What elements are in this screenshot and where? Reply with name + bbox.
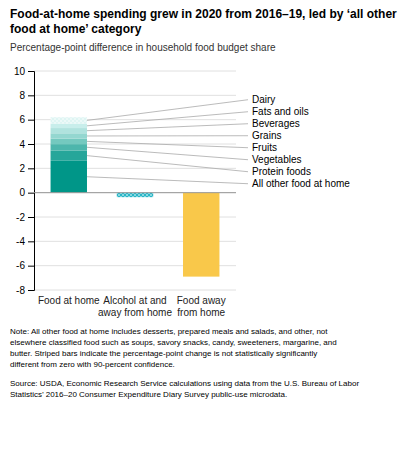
y-tick: -6	[16, 260, 34, 271]
annotation-line: different from zero with 90-percent conf…	[10, 360, 175, 369]
annotation-line: Note: All other food at home includes de…	[10, 327, 328, 336]
y-tick: -4	[16, 236, 34, 247]
leader-line	[87, 124, 248, 131]
y-tick-mark	[28, 217, 34, 218]
bars	[51, 117, 220, 276]
y-tick-mark	[28, 168, 34, 169]
category-label: Alcohol at andaway from home	[98, 295, 172, 318]
segment-label: Vegetables	[252, 154, 302, 165]
segment-label: Beverages	[252, 118, 300, 129]
grid-line	[34, 95, 236, 96]
category-label-line: Alcohol at and	[103, 295, 166, 306]
segment-label: Dairy	[252, 94, 275, 105]
y-tick: 0	[19, 187, 34, 198]
bar-segment	[117, 193, 153, 198]
title-line: Food-at-home spending grew in 2020 from …	[10, 7, 397, 21]
y-tick: 8	[19, 90, 34, 101]
category-label-line: away from home	[98, 307, 172, 318]
y-tick: 6	[19, 114, 34, 125]
annotation-line: butter. Striped bars indicate the percen…	[10, 349, 317, 358]
segment-label: Grains	[252, 130, 281, 141]
bar-segment	[51, 133, 87, 138]
leader-line	[87, 135, 248, 136]
bar-segment	[51, 161, 87, 193]
y-tick-label: 4	[19, 139, 25, 150]
segment-label: All other food at home	[252, 178, 350, 189]
y-tick-mark	[28, 120, 34, 121]
bar-segment	[51, 117, 87, 123]
y-tick-mark	[28, 241, 34, 242]
bar-segment	[51, 144, 87, 150]
y-tick-label: 2	[19, 163, 25, 174]
category-label-line: from home	[177, 307, 225, 318]
leader-line	[87, 156, 248, 172]
annotation-line: elsewhere classified food such as soups,…	[10, 338, 337, 347]
subtitle: Percentage-point difference in household…	[10, 42, 276, 53]
bar-segment	[51, 150, 87, 160]
grid-line	[34, 71, 236, 72]
y-axis: -8 -6 -4 -2 0 2 4 6 8 10	[14, 66, 35, 296]
grid-line	[34, 290, 236, 291]
annotation: Note: All other food at home includes de…	[10, 327, 337, 369]
annotation: Source: USDA, Economic Research Service …	[10, 379, 359, 399]
annotation-line: Statistics’ 2016–20 Consumer Expenditure…	[10, 390, 287, 399]
zero-line	[34, 192, 236, 193]
y-tick: -8	[16, 285, 34, 296]
y-tick-mark	[28, 71, 34, 72]
leader-line	[87, 177, 248, 184]
category-label: Food at home	[38, 295, 100, 306]
leader-line	[87, 112, 248, 126]
category-label-line: Food at home	[38, 295, 100, 306]
y-tick-mark	[28, 290, 34, 291]
y-tick-mark	[28, 266, 34, 267]
bar-segment	[51, 139, 87, 144]
title-line: food at home’ category	[10, 22, 142, 36]
grid	[34, 71, 236, 290]
y-tick-label: -8	[16, 285, 25, 296]
chart-svg: Food-at-home spending grew in 2020 from …	[0, 0, 417, 450]
y-tick-label: 0	[19, 187, 25, 198]
y-tick: 4	[19, 139, 34, 150]
bar-segment	[51, 128, 87, 133]
segment-label: Fats and oils	[252, 106, 309, 117]
y-tick-mark	[28, 193, 34, 194]
y-tick-mark	[28, 95, 34, 96]
y-tick-label: -6	[16, 260, 25, 271]
segment-label: Protein foods	[252, 166, 311, 177]
bar-segment	[51, 124, 87, 129]
chart-container: Food-at-home spending grew in 2020 from …	[0, 0, 417, 450]
y-tick-label: 8	[19, 90, 25, 101]
y-tick-label: -4	[16, 236, 25, 247]
y-tick-mark	[28, 144, 34, 145]
y-axis-line	[28, 72, 35, 291]
bar-segment	[183, 193, 219, 277]
leader-line	[87, 141, 248, 147]
leader-line	[87, 100, 248, 121]
annotation-line: Source: USDA, Economic Research Service …	[10, 379, 359, 388]
segment-labels: DairyFats and oilsBeveragesGrainsFruitsV…	[87, 94, 350, 189]
y-tick: -2	[16, 212, 34, 223]
y-tick: 10	[14, 66, 34, 77]
y-tick-label: 6	[19, 114, 25, 125]
category-label-line: Food away	[177, 295, 226, 306]
title: Food-at-home spending grew in 2020 from …	[10, 7, 397, 36]
grid-line	[34, 192, 236, 193]
y-tick-label: 10	[14, 66, 26, 77]
segment-label: Fruits	[252, 142, 277, 153]
y-tick-label: -2	[16, 212, 25, 223]
y-tick: 2	[19, 163, 34, 174]
category-label: Food awayfrom home	[177, 295, 226, 318]
